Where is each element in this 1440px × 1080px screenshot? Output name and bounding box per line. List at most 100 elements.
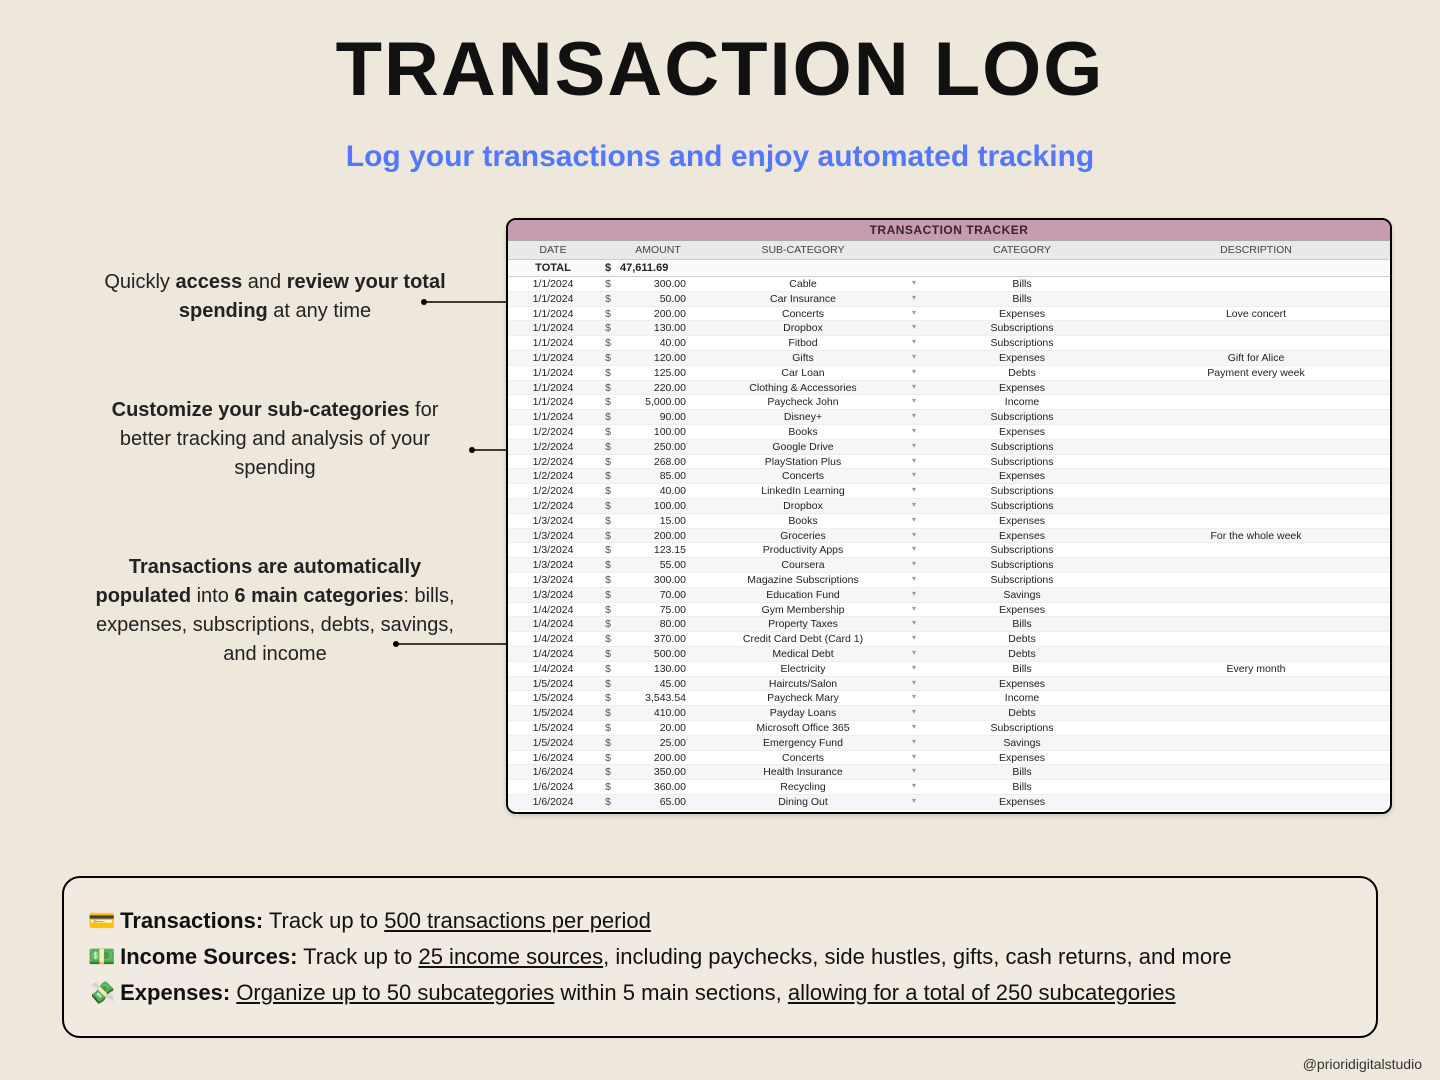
cell-subcategory: Mobile <box>698 810 908 814</box>
text: allowing for a total of 250 subcategorie… <box>788 980 1176 1005</box>
dropdown-icon[interactable]: ▾ <box>908 736 922 750</box>
dropdown-icon[interactable]: ▾ <box>908 469 922 483</box>
cell-amount: 40.00 <box>618 484 698 498</box>
dropdown-icon[interactable]: ▾ <box>908 588 922 602</box>
cell-currency: $ <box>598 514 618 528</box>
cell-currency: $ <box>598 292 618 306</box>
dropdown-icon[interactable]: ▾ <box>908 455 922 469</box>
cell-category: Subscriptions <box>922 484 1122 498</box>
cell-subcategory: Property Taxes <box>698 617 908 631</box>
dropdown-icon[interactable]: ▾ <box>908 366 922 380</box>
cell-category: Debts <box>922 366 1122 380</box>
cell-amount: 3,543.54 <box>618 691 698 705</box>
dropdown-icon[interactable]: ▾ <box>908 440 922 454</box>
cell-category: Subscriptions <box>922 721 1122 735</box>
cell-currency: $ <box>598 469 618 483</box>
table-row: 1/2/2024$250.00Google Drive▾Subscription… <box>508 440 1390 455</box>
info-line-3: 💸 Expenses: Organize up to 50 subcategor… <box>88 980 1352 1006</box>
cell-date: 1/6/2024 <box>508 765 598 779</box>
cell-amount: 20.00 <box>618 721 698 735</box>
info-line-1: 💳 Transactions: Track up to 500 transact… <box>88 908 1352 934</box>
cell-date: 1/1/2024 <box>508 395 598 409</box>
dropdown-icon[interactable]: ▾ <box>908 617 922 631</box>
cell-description <box>1122 381 1390 395</box>
text: Transactions: <box>120 908 263 933</box>
transaction-sheet: TRANSACTION TRACKER DATE AMOUNT SUB-CATE… <box>506 218 1392 814</box>
dropdown-icon[interactable]: ▾ <box>908 780 922 794</box>
cell-currency: $ <box>598 810 618 814</box>
dropdown-icon[interactable]: ▾ <box>908 558 922 572</box>
dropdown-icon[interactable]: ▾ <box>908 691 922 705</box>
cell-subcategory: Payday Loans <box>698 706 908 720</box>
dropdown-icon[interactable]: ▾ <box>908 765 922 779</box>
dropdown-icon[interactable]: ▾ <box>908 529 922 543</box>
text: Expenses: <box>120 980 230 1005</box>
cell-currency: $ <box>598 573 618 587</box>
table-row: 1/1/2024$200.00Concerts▾ExpensesLove con… <box>508 307 1390 322</box>
table-row: 1/3/2024$123.15Productivity Apps▾Subscri… <box>508 543 1390 558</box>
dropdown-icon[interactable]: ▾ <box>908 395 922 409</box>
dropdown-icon[interactable]: ▾ <box>908 810 922 814</box>
cell-description <box>1122 795 1390 809</box>
dropdown-icon[interactable]: ▾ <box>908 603 922 617</box>
dropdown-icon[interactable]: ▾ <box>908 410 922 424</box>
table-row: 1/2/2024$40.00LinkedIn Learning▾Subscrip… <box>508 484 1390 499</box>
text: at any time <box>268 300 371 322</box>
dropdown-icon[interactable]: ▾ <box>908 662 922 676</box>
cell-category: Expenses <box>922 351 1122 365</box>
cell-category: Subscriptions <box>922 499 1122 513</box>
cell-description: Payment every week <box>1122 366 1390 380</box>
cell-date: 1/1/2024 <box>508 292 598 306</box>
cell-date: 1/5/2024 <box>508 736 598 750</box>
table-row: 1/5/2024$3,543.54Paycheck Mary▾Income <box>508 691 1390 706</box>
dropdown-icon[interactable]: ▾ <box>908 307 922 321</box>
dropdown-icon[interactable]: ▾ <box>908 795 922 809</box>
cell-description <box>1122 706 1390 720</box>
cell-date: 1/6/2024 <box>508 751 598 765</box>
dropdown-icon[interactable]: ▾ <box>908 336 922 350</box>
cell-amount: 220.00 <box>618 381 698 395</box>
cell-subcategory: Productivity Apps <box>698 543 908 557</box>
dropdown-icon[interactable]: ▾ <box>908 351 922 365</box>
cell-description <box>1122 647 1390 661</box>
table-row: 1/1/2024$220.00Clothing & Accessories▾Ex… <box>508 381 1390 396</box>
dropdown-icon[interactable]: ▾ <box>908 706 922 720</box>
table-row: 1/5/2024$20.00Microsoft Office 365▾Subsc… <box>508 721 1390 736</box>
dropdown-icon[interactable]: ▾ <box>908 381 922 395</box>
dropdown-icon[interactable]: ▾ <box>908 632 922 646</box>
table-row: 1/2/2024$100.00Books▾Expenses <box>508 425 1390 440</box>
cell-date: 1/2/2024 <box>508 455 598 469</box>
total-value: 47,611.69 <box>618 260 698 276</box>
dropdown-icon[interactable]: ▾ <box>908 514 922 528</box>
cell-category: Expenses <box>922 795 1122 809</box>
dropdown-icon[interactable]: ▾ <box>908 292 922 306</box>
cell-amount: 100.00 <box>618 425 698 439</box>
dropdown-icon[interactable]: ▾ <box>908 499 922 513</box>
cell-date: 1/2/2024 <box>508 469 598 483</box>
table-row: 1/6/2024$120.00Mobile▾BillsEvery month <box>508 810 1390 814</box>
cell-currency: $ <box>598 795 618 809</box>
dropdown-icon[interactable]: ▾ <box>908 677 922 691</box>
cell-subcategory: Books <box>698 425 908 439</box>
table-row: 1/4/2024$130.00Electricity▾BillsEvery mo… <box>508 662 1390 677</box>
dropdown-icon[interactable]: ▾ <box>908 751 922 765</box>
cell-currency: $ <box>598 780 618 794</box>
dropdown-icon[interactable]: ▾ <box>908 484 922 498</box>
dropdown-icon[interactable]: ▾ <box>908 277 922 291</box>
cell-currency: $ <box>598 558 618 572</box>
cell-description <box>1122 632 1390 646</box>
cell-category: Expenses <box>922 677 1122 691</box>
cell-subcategory: Magazine Subscriptions <box>698 573 908 587</box>
dropdown-icon[interactable]: ▾ <box>908 647 922 661</box>
cell-date: 1/5/2024 <box>508 691 598 705</box>
dropdown-icon[interactable]: ▾ <box>908 721 922 735</box>
dropdown-icon[interactable]: ▾ <box>908 573 922 587</box>
cell-category: Debts <box>922 632 1122 646</box>
dropdown-icon[interactable]: ▾ <box>908 543 922 557</box>
dropdown-icon[interactable]: ▾ <box>908 321 922 335</box>
info-line-2: 💵 Income Sources: Track up to 25 income … <box>88 944 1352 970</box>
cell-category: Expenses <box>922 603 1122 617</box>
cell-date: 1/6/2024 <box>508 810 598 814</box>
table-row: 1/3/2024$200.00Groceries▾ExpensesFor the… <box>508 529 1390 544</box>
dropdown-icon[interactable]: ▾ <box>908 425 922 439</box>
